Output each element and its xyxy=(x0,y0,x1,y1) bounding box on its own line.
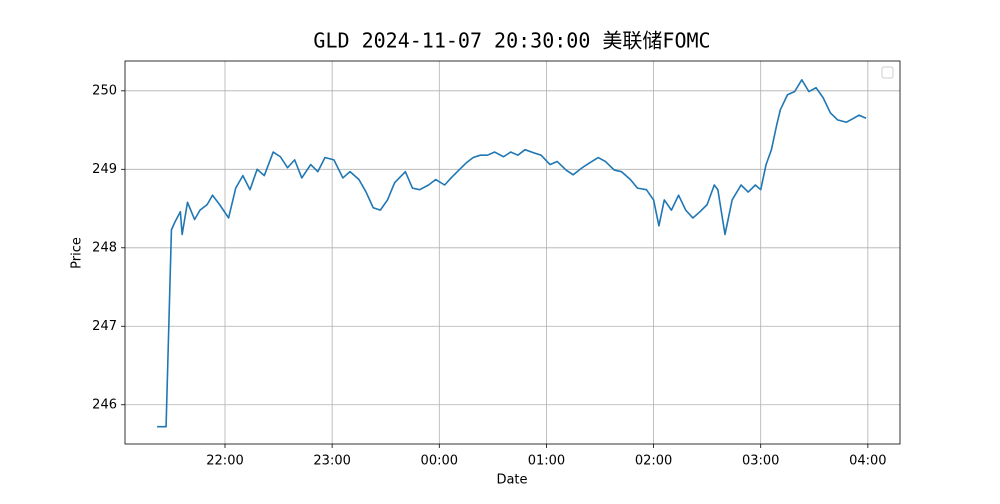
axes-frame xyxy=(124,60,901,445)
y-tick-label: 249 xyxy=(92,162,117,177)
price-line xyxy=(157,79,867,428)
y-axis-label: Price xyxy=(70,237,85,269)
y-tick-label: 247 xyxy=(92,319,117,334)
y-tick-label: 248 xyxy=(92,240,117,255)
x-axis-label: Date xyxy=(496,473,527,488)
plot-area xyxy=(125,61,900,444)
y-tick-label: 246 xyxy=(92,397,117,412)
chart-title: GLD 2024-11-07 20:30:00 美联储FOMC xyxy=(313,29,710,53)
x-tick-label: 00:00 xyxy=(421,454,458,469)
x-tick-label: 23:00 xyxy=(313,454,350,469)
x-tick-label: 22:00 xyxy=(206,454,243,469)
x-tick-label: 03:00 xyxy=(742,454,779,469)
legend xyxy=(881,66,894,79)
y-tick-label: 250 xyxy=(92,83,117,98)
x-tick-label: 04:00 xyxy=(849,454,886,469)
x-tick-label: 02:00 xyxy=(635,454,672,469)
x-tick-label: 01:00 xyxy=(528,454,565,469)
